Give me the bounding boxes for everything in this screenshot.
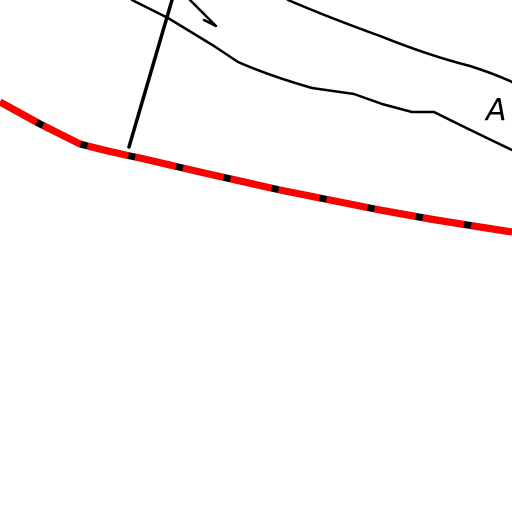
road-edge-lower [130, 0, 512, 152]
boundary-line-dashed-red [0, 98, 512, 236]
road-edge-upper [286, 0, 512, 84]
road-lines [127, 0, 512, 152]
boundary-ticks [0, 98, 512, 236]
arrow-tip-line [188, 0, 218, 28]
road-label: A [484, 93, 507, 128]
vertical-connector-line [127, 0, 174, 149]
